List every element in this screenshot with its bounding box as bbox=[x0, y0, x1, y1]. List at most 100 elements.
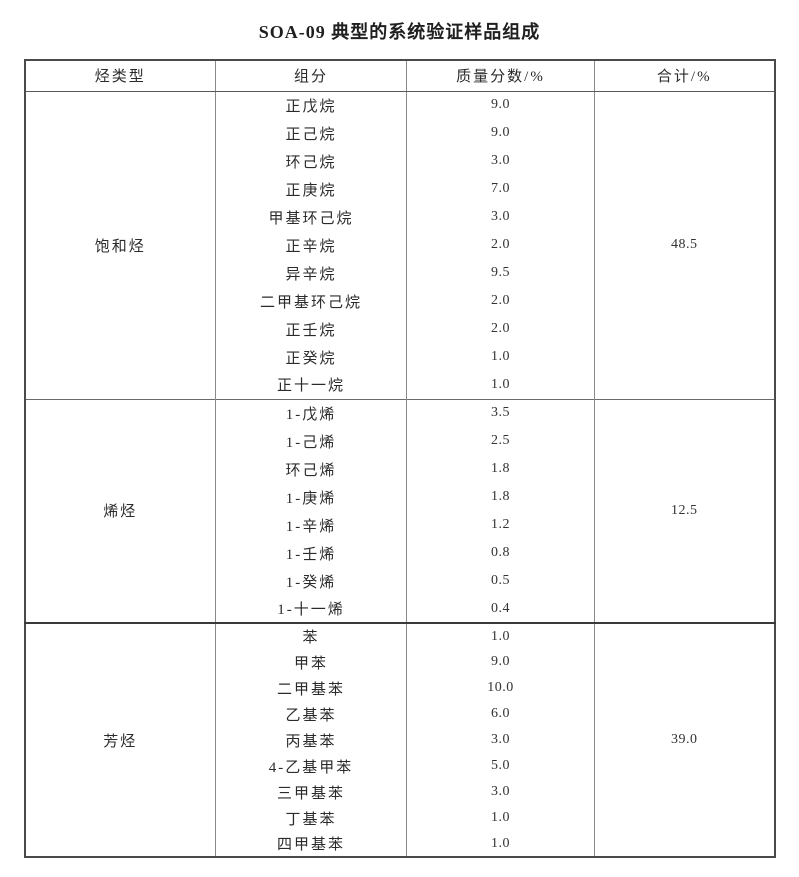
component-name-cell: 1-辛烯 bbox=[215, 511, 407, 539]
table-row: 环己烷 3.0 bbox=[25, 147, 775, 175]
component-name-cell: 三甲基苯 bbox=[215, 779, 407, 805]
table-row: 正辛烷 2.0 bbox=[25, 231, 775, 259]
mass-fraction-cell: 5.0 bbox=[406, 753, 595, 779]
component-name-cell: 正庚烷 bbox=[215, 175, 407, 203]
component-name-cell: 1-己烯 bbox=[215, 427, 407, 455]
table-row: 1-癸烯 0.5 bbox=[25, 567, 775, 595]
col-header-hydrocarbon-type: 烃类型 bbox=[24, 60, 216, 92]
mass-fraction-cell: 9.0 bbox=[406, 649, 595, 675]
hydrocarbon-group: 芳烃苯 1.0 39.0 甲苯 9.0 二甲基苯 10.0 乙基苯 6.0 丙基苯 3.0 4-乙基甲… bbox=[24, 623, 775, 857]
hydrocarbon-group: 饱和烃 正戊烷 9.0 48.5 正己烷 9.0 环己烷 3.0 正庚烷 7.0 甲基环己烷 3.0 正… bbox=[24, 91, 775, 399]
mass-fraction-cell: 1.0 bbox=[406, 343, 595, 371]
table-row: 正庚烷 7.0 bbox=[25, 175, 775, 203]
group-total-cell: 12.5 bbox=[594, 399, 775, 623]
table-row: 三甲基苯 3.0 bbox=[25, 779, 775, 805]
table-row: 芳烃苯 1.0 39.0 bbox=[24, 623, 775, 857]
component-name-cell: 二甲基环己烷 bbox=[215, 287, 407, 315]
header-row: 烃类型 组分 质量分数/% 合计/% bbox=[24, 60, 775, 92]
component-name-cell: 甲基环己烷 bbox=[215, 203, 407, 231]
page-title: SOA-09 典型的系统验证样品组成 bbox=[258, 22, 541, 42]
mass-fraction-cell: 6.0 bbox=[406, 701, 595, 727]
hydrocarbon-type-cell: 烯烃 bbox=[24, 399, 216, 623]
mass-fraction-cell: 9.0 bbox=[406, 119, 595, 147]
table-row: 四甲基苯 1.0 bbox=[25, 831, 775, 857]
mass-fraction-cell: 9.5 bbox=[406, 259, 595, 287]
table-row: 饱和烃 正戊烷 9.0 48.5 bbox=[24, 91, 775, 399]
table-row: 丁基苯 1.0 bbox=[25, 805, 775, 831]
component-name-cell: 二甲基苯 bbox=[215, 675, 407, 701]
mass-fraction-cell: 1.0 bbox=[406, 831, 595, 857]
table-row: 烯烃 1-戊烯 3.5 12.5 bbox=[24, 399, 775, 623]
mass-fraction-cell: 3.0 bbox=[406, 147, 595, 175]
mass-fraction-cell: 2.0 bbox=[406, 287, 595, 315]
component-name-cell: 苯 bbox=[215, 623, 407, 649]
component-name-cell: 丁基苯 bbox=[215, 805, 407, 831]
component-name-cell: 异辛烷 bbox=[215, 259, 407, 287]
table-row: 1-十一烯 0.4 bbox=[25, 595, 775, 623]
component-name-cell: 1-十一烯 bbox=[215, 595, 407, 623]
mass-fraction-cell: 2.0 bbox=[406, 315, 595, 343]
component-name-cell: 甲苯 bbox=[215, 649, 407, 675]
table-row: 异辛烷 9.5 bbox=[25, 259, 775, 287]
component-name-cell: 丙基苯 bbox=[215, 727, 407, 753]
mass-fraction-cell: 3.0 bbox=[406, 727, 595, 753]
table-row: 二甲基苯 10.0 bbox=[25, 675, 775, 701]
table-row: 1-己烯 2.5 bbox=[25, 427, 775, 455]
mass-fraction-cell: 0.8 bbox=[406, 539, 595, 567]
mass-fraction-cell: 1.0 bbox=[406, 371, 595, 399]
component-name-cell: 环己烷 bbox=[215, 147, 407, 175]
hydrocarbon-type-cell: 芳烃 bbox=[24, 623, 216, 857]
mass-fraction-cell: 0.5 bbox=[406, 567, 595, 595]
table-row: 正壬烷 2.0 bbox=[25, 315, 775, 343]
mass-fraction-cell: 1.2 bbox=[406, 511, 595, 539]
component-name-cell: 正己烷 bbox=[215, 119, 407, 147]
col-header-component: 组分 bbox=[215, 60, 407, 92]
mass-fraction-cell: 2.0 bbox=[406, 231, 595, 259]
table-row: 甲苯 9.0 bbox=[25, 649, 775, 675]
mass-fraction-cell: 3.5 bbox=[406, 399, 595, 427]
component-name-cell: 环己烯 bbox=[215, 455, 407, 483]
table-row: 乙基苯 6.0 bbox=[25, 701, 775, 727]
table-row: 正十一烷 1.0 bbox=[25, 371, 775, 399]
hydrocarbon-type-cell: 饱和烃 bbox=[24, 91, 216, 399]
col-header-total: 合计/% bbox=[594, 60, 775, 92]
component-name-cell: 1-戊烯 bbox=[215, 399, 407, 427]
component-name-cell: 1-壬烯 bbox=[215, 539, 407, 567]
table-row: 1-壬烯 0.8 bbox=[25, 539, 775, 567]
component-name-cell: 正辛烷 bbox=[215, 231, 407, 259]
component-name-cell: 四甲基苯 bbox=[215, 831, 407, 857]
composition-table: 烃类型 组分 质量分数/% 合计/% 饱和烃 正戊烷 9.0 48.5 正己烷 9.0 环己… bbox=[23, 59, 776, 858]
component-name-cell: 正十一烷 bbox=[215, 371, 407, 399]
component-name-cell: 1-癸烯 bbox=[215, 567, 407, 595]
mass-fraction-cell: 3.0 bbox=[406, 779, 595, 805]
mass-fraction-cell: 0.4 bbox=[406, 595, 595, 623]
table-row: 环己烯 1.8 bbox=[25, 455, 775, 483]
group-total-cell: 39.0 bbox=[594, 623, 775, 857]
component-name-cell: 正戊烷 bbox=[215, 91, 407, 119]
mass-fraction-cell: 7.0 bbox=[406, 175, 595, 203]
table-row: 4-乙基甲苯 5.0 bbox=[25, 753, 775, 779]
hydrocarbon-group: 烯烃 1-戊烯 3.5 12.5 1-己烯 2.5 环己烯 1.8 1-庚烯 1.8 1-辛烯 1.2… bbox=[24, 399, 775, 623]
component-name-cell: 正癸烷 bbox=[215, 343, 407, 371]
mass-fraction-cell: 1.8 bbox=[406, 455, 595, 483]
component-name-cell: 1-庚烯 bbox=[215, 483, 407, 511]
component-name-cell: 乙基苯 bbox=[215, 701, 407, 727]
mass-fraction-cell: 1.0 bbox=[406, 805, 595, 831]
table-row: 正癸烷 1.0 bbox=[25, 343, 775, 371]
table-row: 丙基苯 3.0 bbox=[25, 727, 775, 753]
group-total-cell: 48.5 bbox=[594, 91, 775, 399]
table-row: 甲基环己烷 3.0 bbox=[25, 203, 775, 231]
mass-fraction-cell: 2.5 bbox=[406, 427, 595, 455]
component-name-cell: 正壬烷 bbox=[215, 315, 407, 343]
mass-fraction-cell: 10.0 bbox=[406, 675, 595, 701]
mass-fraction-cell: 1.8 bbox=[406, 483, 595, 511]
table-header: 烃类型 组分 质量分数/% 合计/% bbox=[24, 60, 775, 92]
table-row: 1-庚烯 1.8 bbox=[25, 483, 775, 511]
col-header-mass-fraction: 质量分数/% bbox=[406, 60, 595, 92]
mass-fraction-cell: 1.0 bbox=[406, 623, 595, 649]
table-row: 1-辛烯 1.2 bbox=[25, 511, 775, 539]
mass-fraction-cell: 3.0 bbox=[406, 203, 595, 231]
table-row: 正己烷 9.0 bbox=[25, 119, 775, 147]
mass-fraction-cell: 9.0 bbox=[406, 91, 595, 119]
